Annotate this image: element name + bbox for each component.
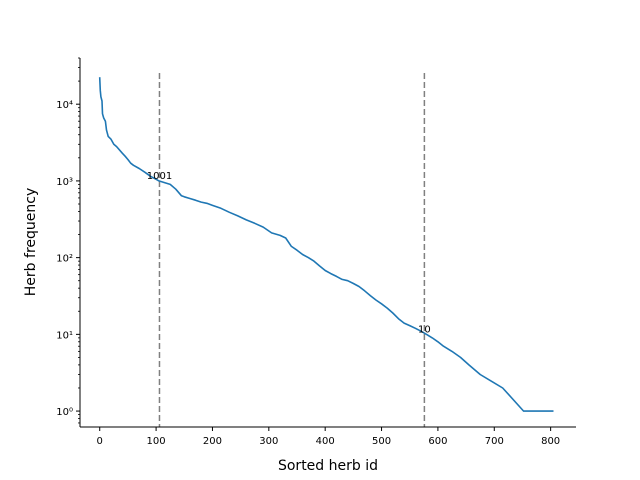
reference-line-label: 1001: [147, 171, 172, 182]
y-tick-label: 10⁰: [56, 407, 73, 418]
x-tick-label: 700: [485, 436, 504, 447]
reference-line-label: 10: [418, 324, 431, 335]
y-tick-label: 10¹: [56, 330, 73, 341]
series-line: [98, 77, 554, 412]
x-tick-label: 200: [203, 436, 222, 447]
y-tick-label: 10⁴: [56, 100, 73, 111]
series-group: [98, 77, 554, 412]
x-axis-label: Sorted herb id: [278, 458, 378, 474]
x-tick-label: 0: [97, 436, 103, 447]
y-axis-ticks: 10⁰ 10¹ 10² 10³ 10⁴: [56, 57, 80, 424]
x-tick-label: 500: [372, 436, 391, 447]
x-tick-label: 400: [316, 436, 335, 447]
x-tick-label: 300: [259, 436, 278, 447]
y-axis-label: Herb frequency: [23, 188, 39, 296]
y-tick-label: 10³: [56, 177, 73, 188]
x-axis-ticks: 0 100 200 300 400 500 600 700 800: [97, 427, 560, 447]
x-tick-label: 100: [147, 436, 166, 447]
x-tick-label: 600: [428, 436, 447, 447]
reference-lines: [158, 73, 426, 427]
annotations: 1001 10: [147, 171, 431, 335]
x-tick-label: 800: [541, 436, 560, 447]
y-tick-label: 10²: [56, 254, 73, 265]
plot-area: 10⁰ 10¹ 10² 10³ 10⁴ 0 100 200 300 400 500 600 700 80…: [56, 57, 576, 447]
